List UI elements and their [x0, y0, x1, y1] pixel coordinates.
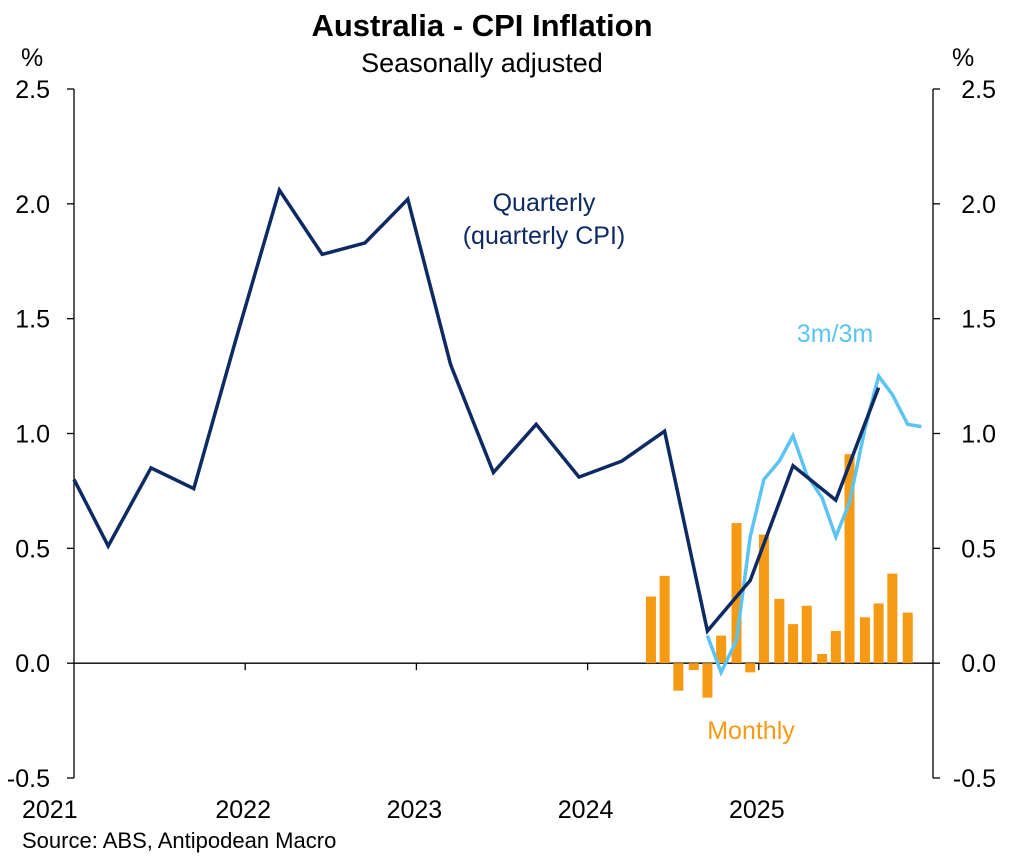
monthly-bar: [731, 523, 742, 664]
source-note: Source: ABS, Antipodean Macro: [22, 828, 336, 853]
right-tick-label: 2.5: [961, 76, 996, 104]
monthly-bar: [788, 624, 799, 664]
monthly-bar: [801, 605, 812, 664]
right-unit-label: %: [952, 44, 974, 72]
monthly-annotation: Monthly: [707, 717, 795, 745]
threem-annotation: 3m/3m: [797, 320, 873, 348]
right-tick-label: -0.5: [953, 765, 996, 793]
left-tick-label: 1.0: [15, 421, 50, 449]
right-tick-label: 1.0: [961, 421, 996, 449]
monthly-bar: [873, 603, 884, 664]
monthly-bar: [859, 617, 870, 664]
left-tick-label: 1.5: [15, 306, 50, 334]
monthly-bar: [817, 653, 828, 664]
left-tick-label: 0.0: [15, 650, 50, 678]
left-tick-label: 2.5: [15, 76, 50, 104]
monthly-bar: [887, 573, 898, 664]
x-tick-label: 2021: [22, 796, 78, 824]
monthly-bar: [659, 575, 670, 664]
left-tick-label: -0.5: [7, 765, 50, 793]
left-tick-label: 2.0: [15, 191, 50, 219]
left-unit-label: %: [21, 44, 43, 72]
monthly-bar: [702, 663, 713, 698]
monthly-bar: [645, 596, 656, 664]
monthly-bar: [830, 631, 841, 664]
x-tick-label: 2023: [387, 796, 443, 824]
left-axis: 2.5 2.0 1.5 1.0 0.5 0.0 -0.5: [7, 76, 75, 793]
right-tick-label: 1.5: [961, 306, 996, 334]
right-tick-label: 0.0: [961, 650, 996, 678]
monthly-bar: [758, 534, 769, 664]
right-tick-label: 2.0: [961, 191, 996, 219]
right-axis: 2.5 2.0 1.5 1.0 0.5 0.0 -0.5: [932, 76, 996, 793]
monthly-bar: [745, 663, 756, 673]
quarterly-annotation-line1: Quarterly: [493, 189, 596, 217]
monthly-bar: [902, 612, 913, 664]
x-tick-label: 2024: [558, 796, 614, 824]
quarterly-annotation-line2: (quarterly CPI): [463, 222, 626, 250]
monthly-bar: [673, 663, 684, 691]
x-tick-label: 2025: [729, 796, 785, 824]
x-tick-label: 2022: [215, 796, 271, 824]
monthly-bar: [774, 598, 785, 664]
right-tick-label: 0.5: [961, 535, 996, 563]
chart-title: Australia - CPI Inflation: [311, 8, 652, 43]
chart-subtitle: Seasonally adjusted: [361, 48, 603, 78]
x-axis: 2021 2022 2023 2024 2025: [22, 662, 933, 824]
quarterly-line: [72, 185, 881, 635]
monthly-bars: [645, 454, 913, 698]
series-lines: [72, 185, 922, 677]
left-tick-label: 0.5: [15, 535, 50, 563]
monthly-bar: [844, 454, 855, 664]
monthly-bar: [716, 635, 727, 664]
monthly-bar: [688, 663, 699, 671]
